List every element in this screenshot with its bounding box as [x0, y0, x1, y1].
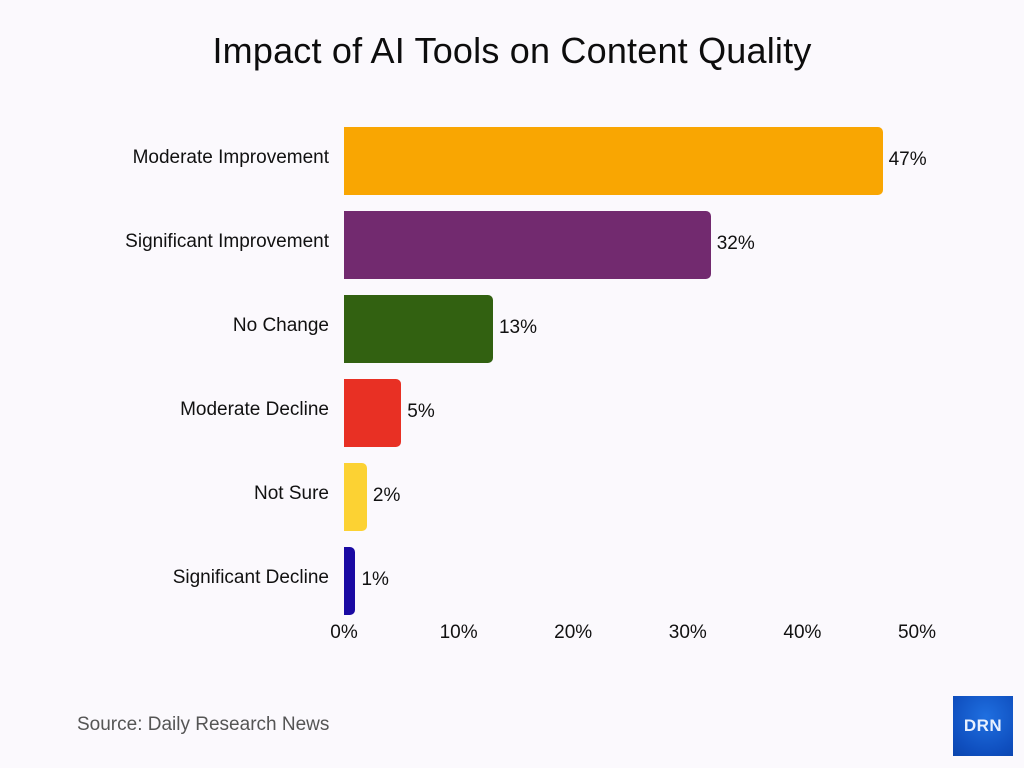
- bar-significant-decline: [344, 547, 356, 615]
- x-tick-label: 0%: [330, 622, 358, 643]
- category-label: Significant Improvement: [125, 231, 329, 252]
- x-tick-label: 40%: [783, 622, 822, 643]
- bar-value-label: 2%: [372, 485, 401, 506]
- drn-logo: DRN: [953, 696, 1013, 756]
- bar-moderate-decline: [344, 379, 402, 447]
- category-label: Moderate Decline: [180, 399, 329, 420]
- category-label: No Change: [232, 315, 329, 336]
- bar-significant-improvement: [344, 211, 711, 279]
- bar-moderate-improvement: [344, 127, 883, 195]
- bar-not-sure: [344, 463, 367, 531]
- x-tick-label: 50%: [897, 622, 937, 643]
- x-tick-label: 10%: [439, 622, 478, 643]
- category-label: Moderate Improvement: [132, 147, 329, 168]
- category-label: Significant Decline: [172, 567, 329, 588]
- bar-value-label: 13%: [498, 317, 537, 338]
- category-label: Not Sure: [254, 483, 329, 504]
- x-tick-label: 20%: [554, 622, 593, 643]
- bar-value-label: 5%: [407, 401, 435, 422]
- source-caption: Source: Daily Research News: [77, 714, 330, 735]
- chart-title: Impact of AI Tools on Content Quality: [212, 30, 812, 71]
- x-tick-label: 30%: [668, 622, 707, 643]
- bar-value-label: 1%: [361, 569, 389, 590]
- bar-value-label: 47%: [888, 149, 927, 170]
- logo-text: DRN: [963, 716, 1003, 735]
- bar-no-change: [344, 295, 493, 363]
- bar-value-label: 32%: [716, 233, 755, 254]
